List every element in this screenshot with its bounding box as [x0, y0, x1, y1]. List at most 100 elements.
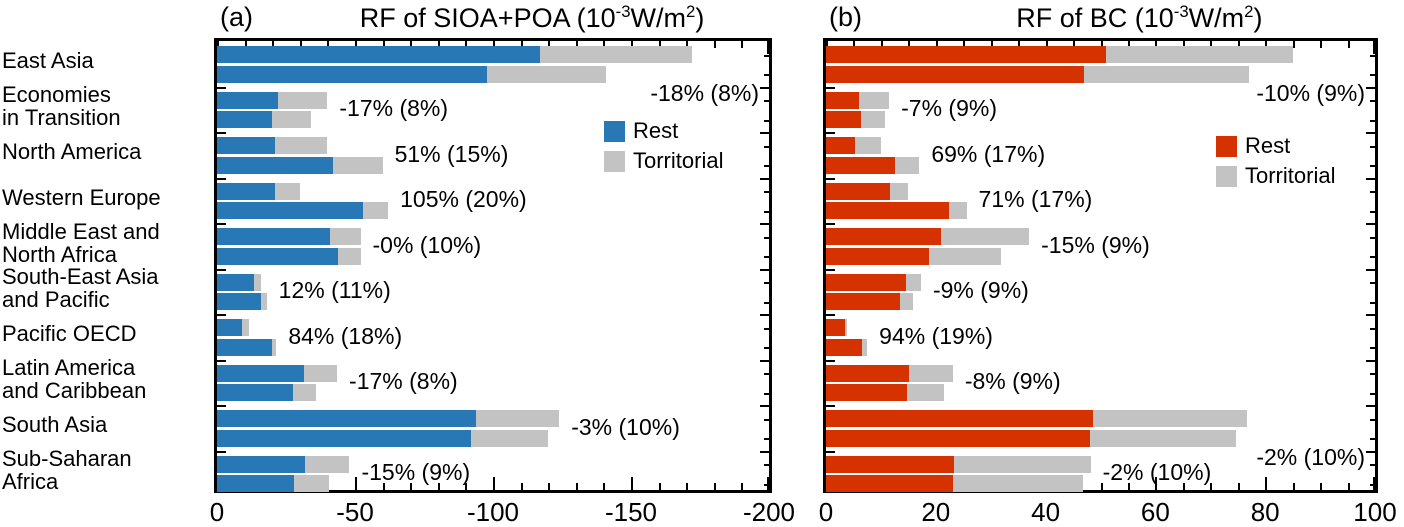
bar-pair-lower: [826, 338, 868, 356]
bar-pair-lower: [217, 156, 383, 174]
bar-segment-territorial: [953, 455, 1091, 473]
title-superscript: 2: [686, 2, 696, 21]
region-label-line: Economies: [2, 82, 111, 108]
category-tick: [1366, 359, 1375, 362]
category-tick: [1370, 301, 1375, 304]
bar-pair-upper: [826, 273, 921, 291]
bar-pair-upper: [826, 228, 1030, 245]
x-tick-label: 80: [1250, 497, 1280, 527]
region-label-line: South-East Asia: [2, 264, 159, 290]
legend-swatch-territorial: [604, 150, 625, 172]
x-axis-minor-tick: [575, 483, 578, 490]
bar-segment-rest: [826, 293, 901, 310]
bar-segment-territorial: [952, 475, 1084, 492]
category-tick: [760, 223, 769, 225]
bar-pair-lower: [217, 293, 267, 310]
bar-segment-rest: [826, 228, 942, 245]
bar-segment-territorial: [274, 182, 300, 200]
x-axis-minor-tick: [1073, 41, 1076, 48]
bar-pair-upper: [217, 137, 328, 154]
category-tick: [764, 282, 769, 284]
bar-segment-rest: [826, 65, 1085, 83]
bar-segment-territorial: [254, 273, 262, 291]
percent-label: -2% (10%): [1102, 459, 1212, 486]
percent-label: 51% (15%): [394, 140, 509, 167]
x-axis-minor-tick: [880, 41, 883, 48]
title-text: W/m: [1188, 3, 1245, 33]
bar-segment-rest: [217, 228, 331, 245]
category-tick: [1370, 74, 1375, 76]
bar-pair-upper: [826, 455, 1091, 473]
category-tick: [826, 405, 835, 407]
bar-segment-rest: [217, 364, 304, 382]
x-axis-minor-tick: [548, 41, 551, 48]
region-label-line: and Caribbean: [2, 378, 147, 404]
bar-segment-territorial: [907, 384, 945, 401]
region-label-10: Sub-Saharan Africa: [2, 447, 210, 493]
category-tick: [1370, 210, 1375, 213]
x-axis-minor-tick: [658, 41, 661, 48]
x-axis-minor-tick: [1347, 41, 1350, 48]
legend-entry-rest: Rest: [1216, 133, 1290, 159]
bar-segment-territorial: [890, 182, 909, 200]
bar-segment-rest: [826, 111, 861, 128]
bar-segment-rest: [826, 46, 1106, 63]
x-axis-minor-tick: [299, 41, 302, 48]
bar-segment-territorial: [900, 293, 914, 310]
category-tick: [1366, 268, 1375, 271]
title-superscript: -3: [1173, 2, 1189, 21]
bar-segment-territorial: [277, 91, 328, 109]
category-tick: [1370, 464, 1375, 466]
region-label-line: Middle East and: [2, 218, 160, 244]
category-tick: [826, 268, 835, 271]
region-label-line: East Asia: [2, 48, 94, 74]
category-tick: [217, 359, 226, 362]
percent-label: -18% (8%): [650, 80, 759, 106]
bar-segment-rest: [826, 273, 907, 291]
x-axis-minor-tick: [1347, 483, 1350, 490]
x-tick-label: 100: [1353, 497, 1397, 527]
category-tick: [217, 314, 226, 316]
category-tick: [217, 450, 226, 453]
bar-segment-territorial: [487, 65, 607, 83]
bar-segment-territorial: [858, 91, 890, 109]
bar-segment-rest: [826, 202, 949, 219]
category-tick: [1366, 223, 1375, 225]
category-tick: [764, 165, 769, 167]
region-label-text: South Asia: [2, 413, 107, 436]
region-label-7: Pacific OECD: [2, 311, 210, 357]
percent-label: -9% (9%): [932, 277, 1029, 304]
x-axis-minor-tick: [437, 483, 440, 490]
category-tick: [217, 268, 226, 271]
category-tick: [217, 132, 226, 134]
bar-segment-rest: [217, 46, 540, 63]
bar-segment-rest: [826, 338, 862, 356]
category-tick: [1370, 119, 1375, 122]
x-axis-major-tick: [1373, 41, 1375, 54]
x-axis-minor-tick: [272, 41, 275, 48]
x-axis-minor-tick: [1127, 483, 1130, 490]
bar-pair-lower: [826, 429, 1237, 447]
legend-entry-territorial: Torritorial: [1216, 163, 1335, 189]
category-tick: [826, 450, 835, 453]
region-label-8: Latin America and Caribbean: [2, 356, 210, 404]
bar-segment-rest: [217, 384, 293, 401]
x-axis-minor-tick: [410, 483, 413, 490]
x-axis-minor-tick: [1237, 483, 1240, 490]
bar-segment-territorial: [861, 338, 868, 356]
bar-pair-upper: [217, 228, 361, 245]
bar-segment-rest: [826, 156, 895, 174]
x-tick-label: -100: [466, 497, 520, 527]
bar-segment-territorial: [261, 293, 267, 310]
x-axis-minor-tick: [658, 483, 661, 490]
category-tick: [764, 256, 769, 258]
x-axis-minor-tick: [741, 41, 744, 48]
x-tick-label: 0: [818, 497, 834, 527]
x-axis-minor-tick: [244, 41, 247, 48]
bar-segment-territorial: [929, 247, 1001, 265]
x-axis-minor-tick: [465, 41, 468, 48]
category-tick: [217, 405, 226, 407]
bar-pair-lower: [217, 202, 389, 219]
bar-segment-rest: [826, 319, 845, 336]
x-axis-minor-tick: [327, 41, 330, 48]
